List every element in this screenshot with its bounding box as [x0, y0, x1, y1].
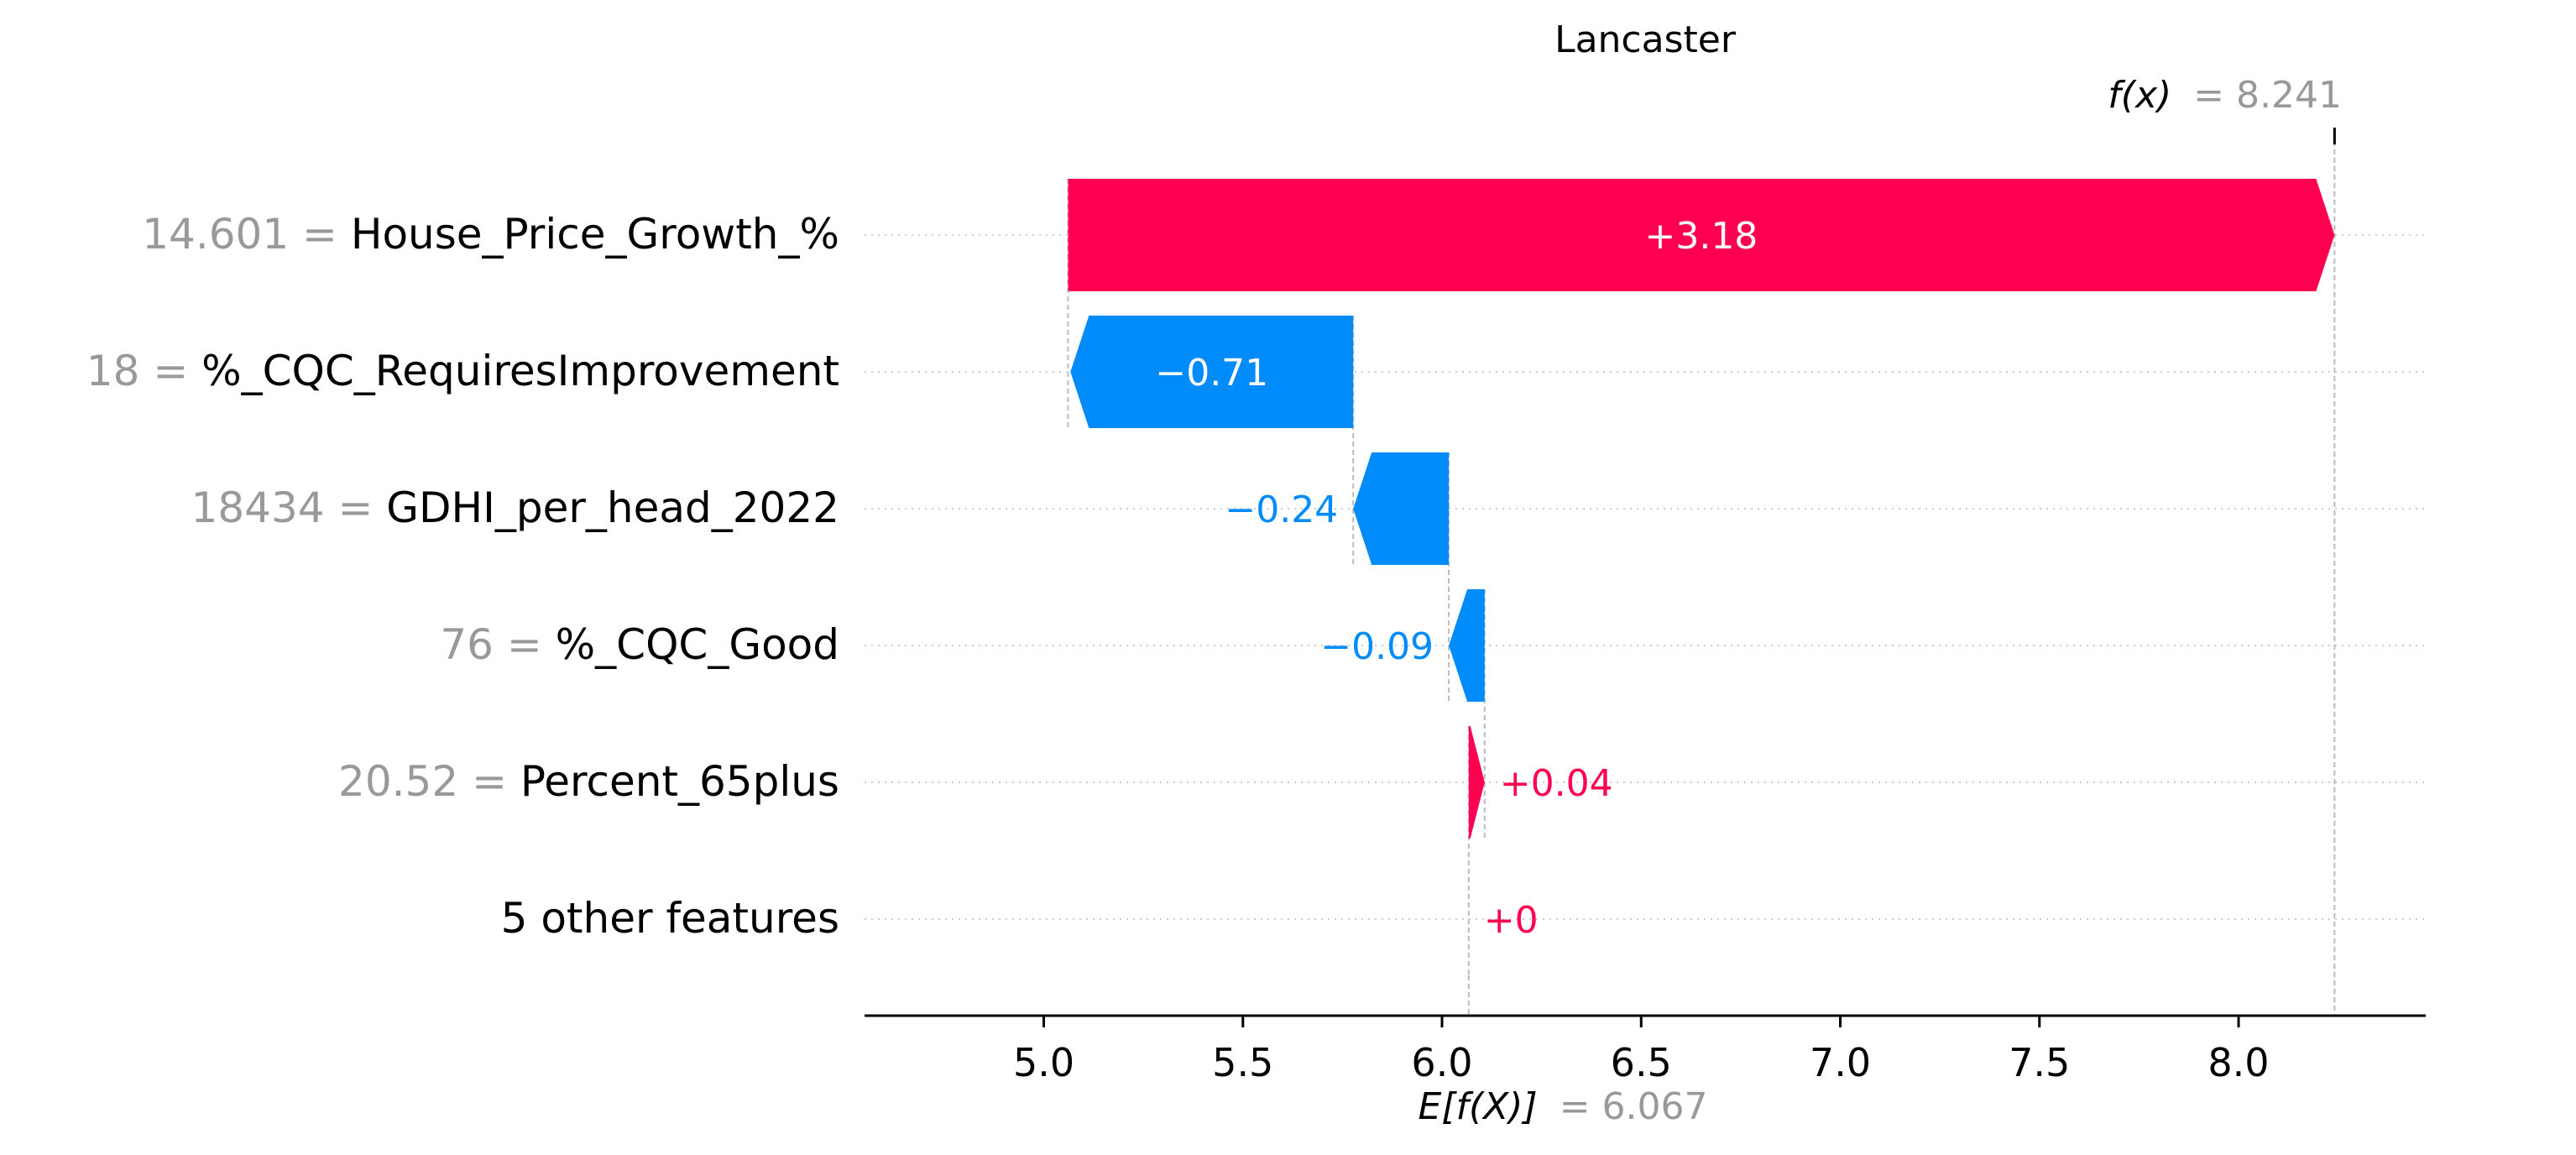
feature-value: 76 = [440, 620, 555, 669]
output-value-annotation: f(x) = 8.241 [2108, 74, 2342, 117]
feature-label: 20.52 = Percent_65plus [338, 757, 839, 806]
feature-name: Percent_65plus [520, 757, 839, 806]
bar-value-label: +0 [1484, 899, 1539, 942]
svg-text:f(x) = 8.241: f(x) = 8.241 [2108, 74, 2342, 117]
bar-labels: +3.18 −0.71 −0.24 −0.09 +0.04 +0 [1155, 215, 1758, 942]
feature-name: House_Price_Growth_% [351, 210, 839, 259]
feature-name: %_CQC_Good [556, 620, 839, 669]
x-tick-label: 6.5 [1611, 1040, 1672, 1085]
feature-label: 14.601 = House_Price_Growth_% [142, 210, 839, 259]
feature-label: 5 other features [501, 894, 839, 943]
bar-value-label: −0.24 [1225, 489, 1338, 531]
feature-value: 20.52 = [338, 757, 520, 806]
waterfall-bars [1068, 179, 2335, 839]
svg-text:E[f(X)] = 6.067: E[f(X)] = 6.067 [1419, 1085, 1708, 1128]
base-value-label: = 6.067 [1560, 1085, 1708, 1128]
bar-value-label: −0.71 [1155, 352, 1268, 395]
x-tick-label: 7.5 [2009, 1040, 2070, 1085]
waterfall-bar [1353, 452, 1450, 565]
bar-value-label: +0.04 [1500, 762, 1613, 805]
x-tick-label: 6.0 [1411, 1040, 1472, 1085]
feature-name: 5 other features [501, 894, 839, 943]
output-label: f(x) [2108, 74, 2171, 117]
bar-value-label: +3.18 [1644, 215, 1758, 258]
waterfall-bar [1070, 316, 1354, 428]
x-axis-ticks: 5.0 5.5 6.0 6.5 7.0 7.5 8.0 [1013, 1016, 2270, 1085]
x-tick-label: 7.0 [1810, 1040, 1871, 1085]
bar-value-label: −0.09 [1320, 625, 1434, 668]
output-value-label: = 8.241 [2193, 74, 2342, 117]
feature-labels: 14.601 = House_Price_Growth_% 18 = %_CQC_… [86, 210, 839, 943]
x-tick-label: 8.0 [2208, 1040, 2269, 1085]
feature-value: 18 = [86, 347, 201, 395]
waterfall-bar [1449, 589, 1485, 702]
feature-label: 76 = %_CQC_Good [440, 620, 839, 669]
feature-label: 18 = %_CQC_RequiresImprovement [86, 347, 839, 395]
feature-value: 18434 = [191, 483, 387, 532]
base-label: E[f(X)] [1419, 1085, 1538, 1128]
waterfall-bar [1468, 726, 1485, 839]
x-tick-label: 5.0 [1013, 1040, 1074, 1085]
waterfall-bar [1068, 179, 2335, 291]
base-value-annotation: E[f(X)] = 6.067 [1419, 1085, 1708, 1128]
feature-name: GDHI_per_head_2022 [386, 483, 839, 532]
feature-value: 14.601 = [142, 210, 351, 259]
chart-title: Lancaster [1554, 18, 1737, 61]
feature-label: 18434 = GDHI_per_head_2022 [191, 483, 839, 532]
feature-name: %_CQC_RequiresImprovement [201, 347, 839, 395]
bar-connectors [1067, 128, 2336, 1016]
x-tick-label: 5.5 [1212, 1040, 1273, 1085]
